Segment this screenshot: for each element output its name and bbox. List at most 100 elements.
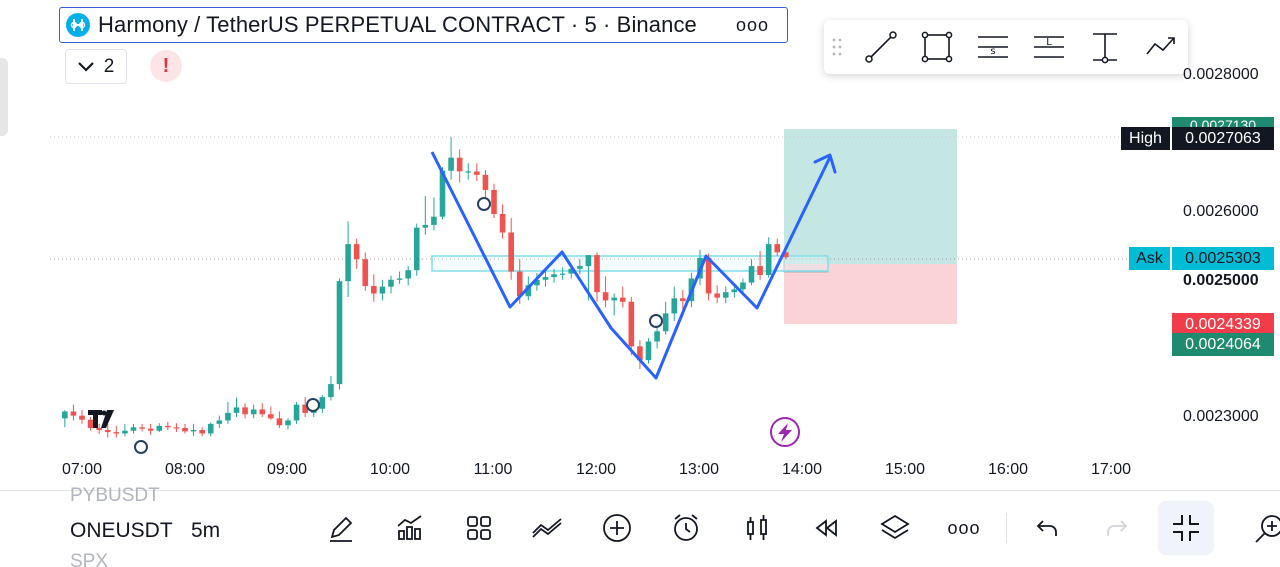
candle-body[interactable] [645,341,652,361]
lightning-icon[interactable] [770,417,800,447]
candle-body[interactable] [336,281,343,385]
fib-s-icon[interactable]: s [976,30,1010,64]
candle-body[interactable] [379,286,386,294]
more-icon[interactable]: ooo [735,14,769,35]
candle-body[interactable] [585,255,592,267]
indicators-icon[interactable] [393,511,427,545]
event-marker[interactable] [134,440,148,454]
candle-body[interactable] [216,420,223,424]
candle-body[interactable] [516,271,523,297]
candle-body[interactable] [285,420,291,426]
candle-body[interactable] [422,224,429,228]
candle-body[interactable] [619,297,626,302]
fullscreen-exit-icon[interactable] [1158,501,1214,555]
candle-body[interactable] [431,216,437,225]
layers-icon[interactable] [878,511,912,545]
candle-body[interactable] [525,285,532,297]
candle-body[interactable] [276,418,283,426]
candle-body[interactable] [568,268,575,274]
candle-body[interactable] [508,232,514,272]
candle-body[interactable] [242,407,248,415]
candle-body[interactable] [594,255,600,293]
candle-body[interactable] [439,170,446,217]
symbol-current[interactable]: ONEUSDT [70,519,173,542]
candle-body[interactable] [302,404,308,413]
candle-body[interactable] [233,407,240,413]
chart-type-icon[interactable] [531,511,565,545]
candle-body[interactable] [611,297,617,301]
price-chart[interactable] [0,0,1280,490]
symbol-prev[interactable]: PYBUSDT [70,485,160,506]
symbol-title-bar[interactable]: Harmony / TetherUS PERPETUAL CONTRACT · … [59,7,788,43]
event-marker[interactable] [477,197,491,211]
candle-body[interactable] [448,157,454,171]
candle-body[interactable] [293,404,300,421]
symbol-next[interactable]: SPX [70,551,109,567]
alarm-icon[interactable] [669,511,703,545]
candle-body[interactable] [491,189,497,214]
candle-body[interactable] [207,423,214,434]
candle-body[interactable] [474,171,480,175]
candle-body[interactable] [190,430,197,432]
rectangle-icon[interactable] [920,30,954,64]
candle-body[interactable] [319,397,326,409]
candle-body[interactable] [731,289,738,293]
candle-body[interactable] [722,292,729,298]
path-icon[interactable] [1144,30,1178,64]
candle-body[interactable] [456,157,463,172]
candle-body[interactable] [165,425,171,428]
add-icon[interactable] [600,511,634,545]
candle-body[interactable] [654,331,660,342]
event-marker[interactable] [649,314,663,328]
candle-body[interactable] [353,244,360,260]
redo-icon[interactable] [1100,511,1134,545]
candle-body[interactable] [774,244,781,253]
candle-body[interactable] [173,427,180,429]
candle-body[interactable] [783,252,789,258]
side-panel-handle[interactable] [0,58,8,136]
replay-icon[interactable] [809,511,843,545]
candle-body[interactable] [147,428,154,431]
alert-icon[interactable]: ! [150,50,182,82]
undo-icon[interactable] [1030,511,1064,545]
candle-body[interactable] [259,409,266,415]
candle-body[interactable] [388,279,394,287]
candle-body[interactable] [534,279,540,286]
candle-body[interactable] [104,430,111,433]
candle-body[interactable] [405,270,411,279]
candle-body[interactable] [465,171,472,173]
candle-body[interactable] [371,285,377,294]
candle-body[interactable] [740,282,746,290]
candle-body[interactable] [396,278,403,280]
candle-body[interactable] [156,425,163,431]
target-zone[interactable] [784,129,957,264]
candle-body[interactable] [482,174,489,190]
candle-body[interactable] [70,411,77,416]
candle-body[interactable] [225,412,231,421]
candle-body[interactable] [542,277,549,280]
candle-body[interactable] [328,384,334,398]
drag-handle-icon[interactable] [832,37,842,57]
candle-body[interactable] [551,274,557,278]
candle-body[interactable] [113,432,120,434]
pattern-path[interactable] [430,151,832,380]
long-position-icon[interactable] [1088,30,1122,64]
candle-body[interactable] [268,414,274,419]
resistance-zone[interactable] [431,255,829,272]
candle-body[interactable] [577,266,583,269]
candle-body[interactable] [637,346,643,361]
candle-body[interactable] [680,298,686,302]
candle-body[interactable] [628,301,635,347]
pencil-icon[interactable] [324,511,358,545]
candle-body[interactable] [130,427,137,431]
candle-body[interactable] [662,313,669,332]
candle-body[interactable] [199,430,205,434]
candle-body[interactable] [96,427,102,431]
candle-body[interactable] [362,259,369,286]
candle-body[interactable] [671,298,678,314]
candle-body[interactable] [79,415,85,420]
candle-body[interactable] [757,266,763,275]
more-icon[interactable]: ooo [947,517,981,538]
candle-body[interactable] [139,427,145,429]
zoom-icon[interactable] [1250,511,1280,545]
